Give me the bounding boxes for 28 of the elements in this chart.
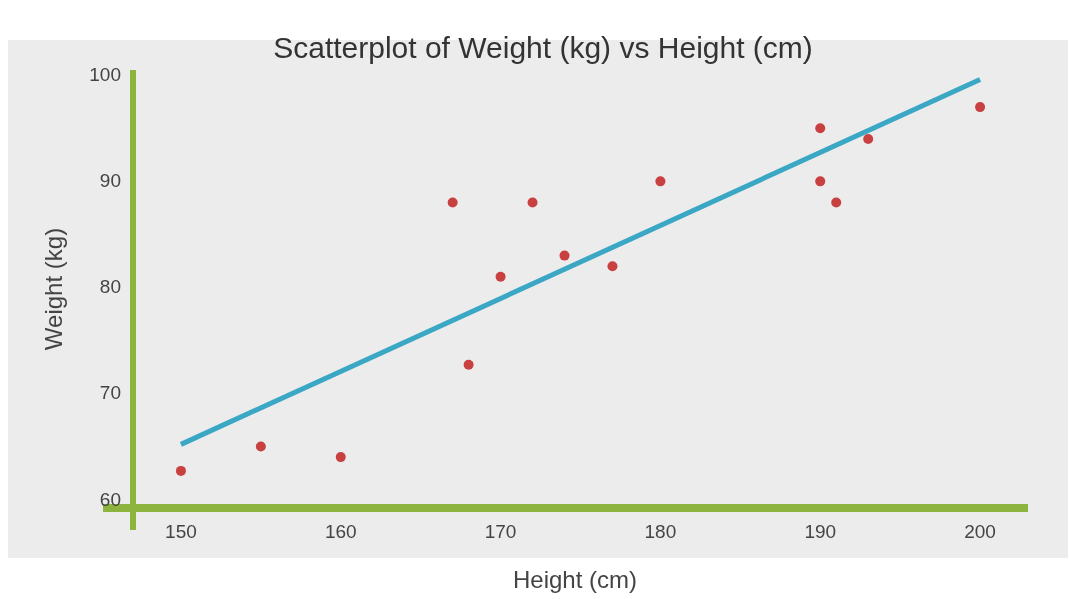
- x-tick-label: 160: [324, 521, 357, 542]
- point: [815, 176, 826, 187]
- point: [255, 441, 266, 452]
- x-axis-title: Height (cm): [512, 566, 638, 593]
- x-tick-label: 200: [964, 521, 996, 542]
- point: [607, 261, 618, 272]
- point: [655, 176, 666, 187]
- point: [559, 250, 570, 261]
- y-tick-label: 70: [99, 382, 121, 404]
- x-tick-label: 180: [644, 521, 677, 542]
- point: [863, 133, 874, 144]
- y-tick-label: 100: [89, 64, 121, 86]
- point: [447, 197, 458, 208]
- x-tick-label: 170: [484, 521, 517, 542]
- point: [975, 102, 986, 113]
- x-tick-label: 150: [165, 521, 197, 542]
- point: [495, 271, 506, 282]
- y-axis-title: Weight (kg): [40, 227, 67, 351]
- point: [815, 123, 826, 134]
- point: [527, 197, 538, 208]
- y-tick-label: 90: [99, 170, 121, 192]
- chart-title: Scatterplot of Weight (kg) vs Height (cm): [273, 31, 813, 64]
- point: [463, 359, 474, 370]
- point: [175, 465, 186, 476]
- y-tick-label: 80: [99, 276, 121, 298]
- x-tick-label: 190: [804, 521, 837, 542]
- point: [335, 452, 346, 463]
- point: [831, 197, 842, 208]
